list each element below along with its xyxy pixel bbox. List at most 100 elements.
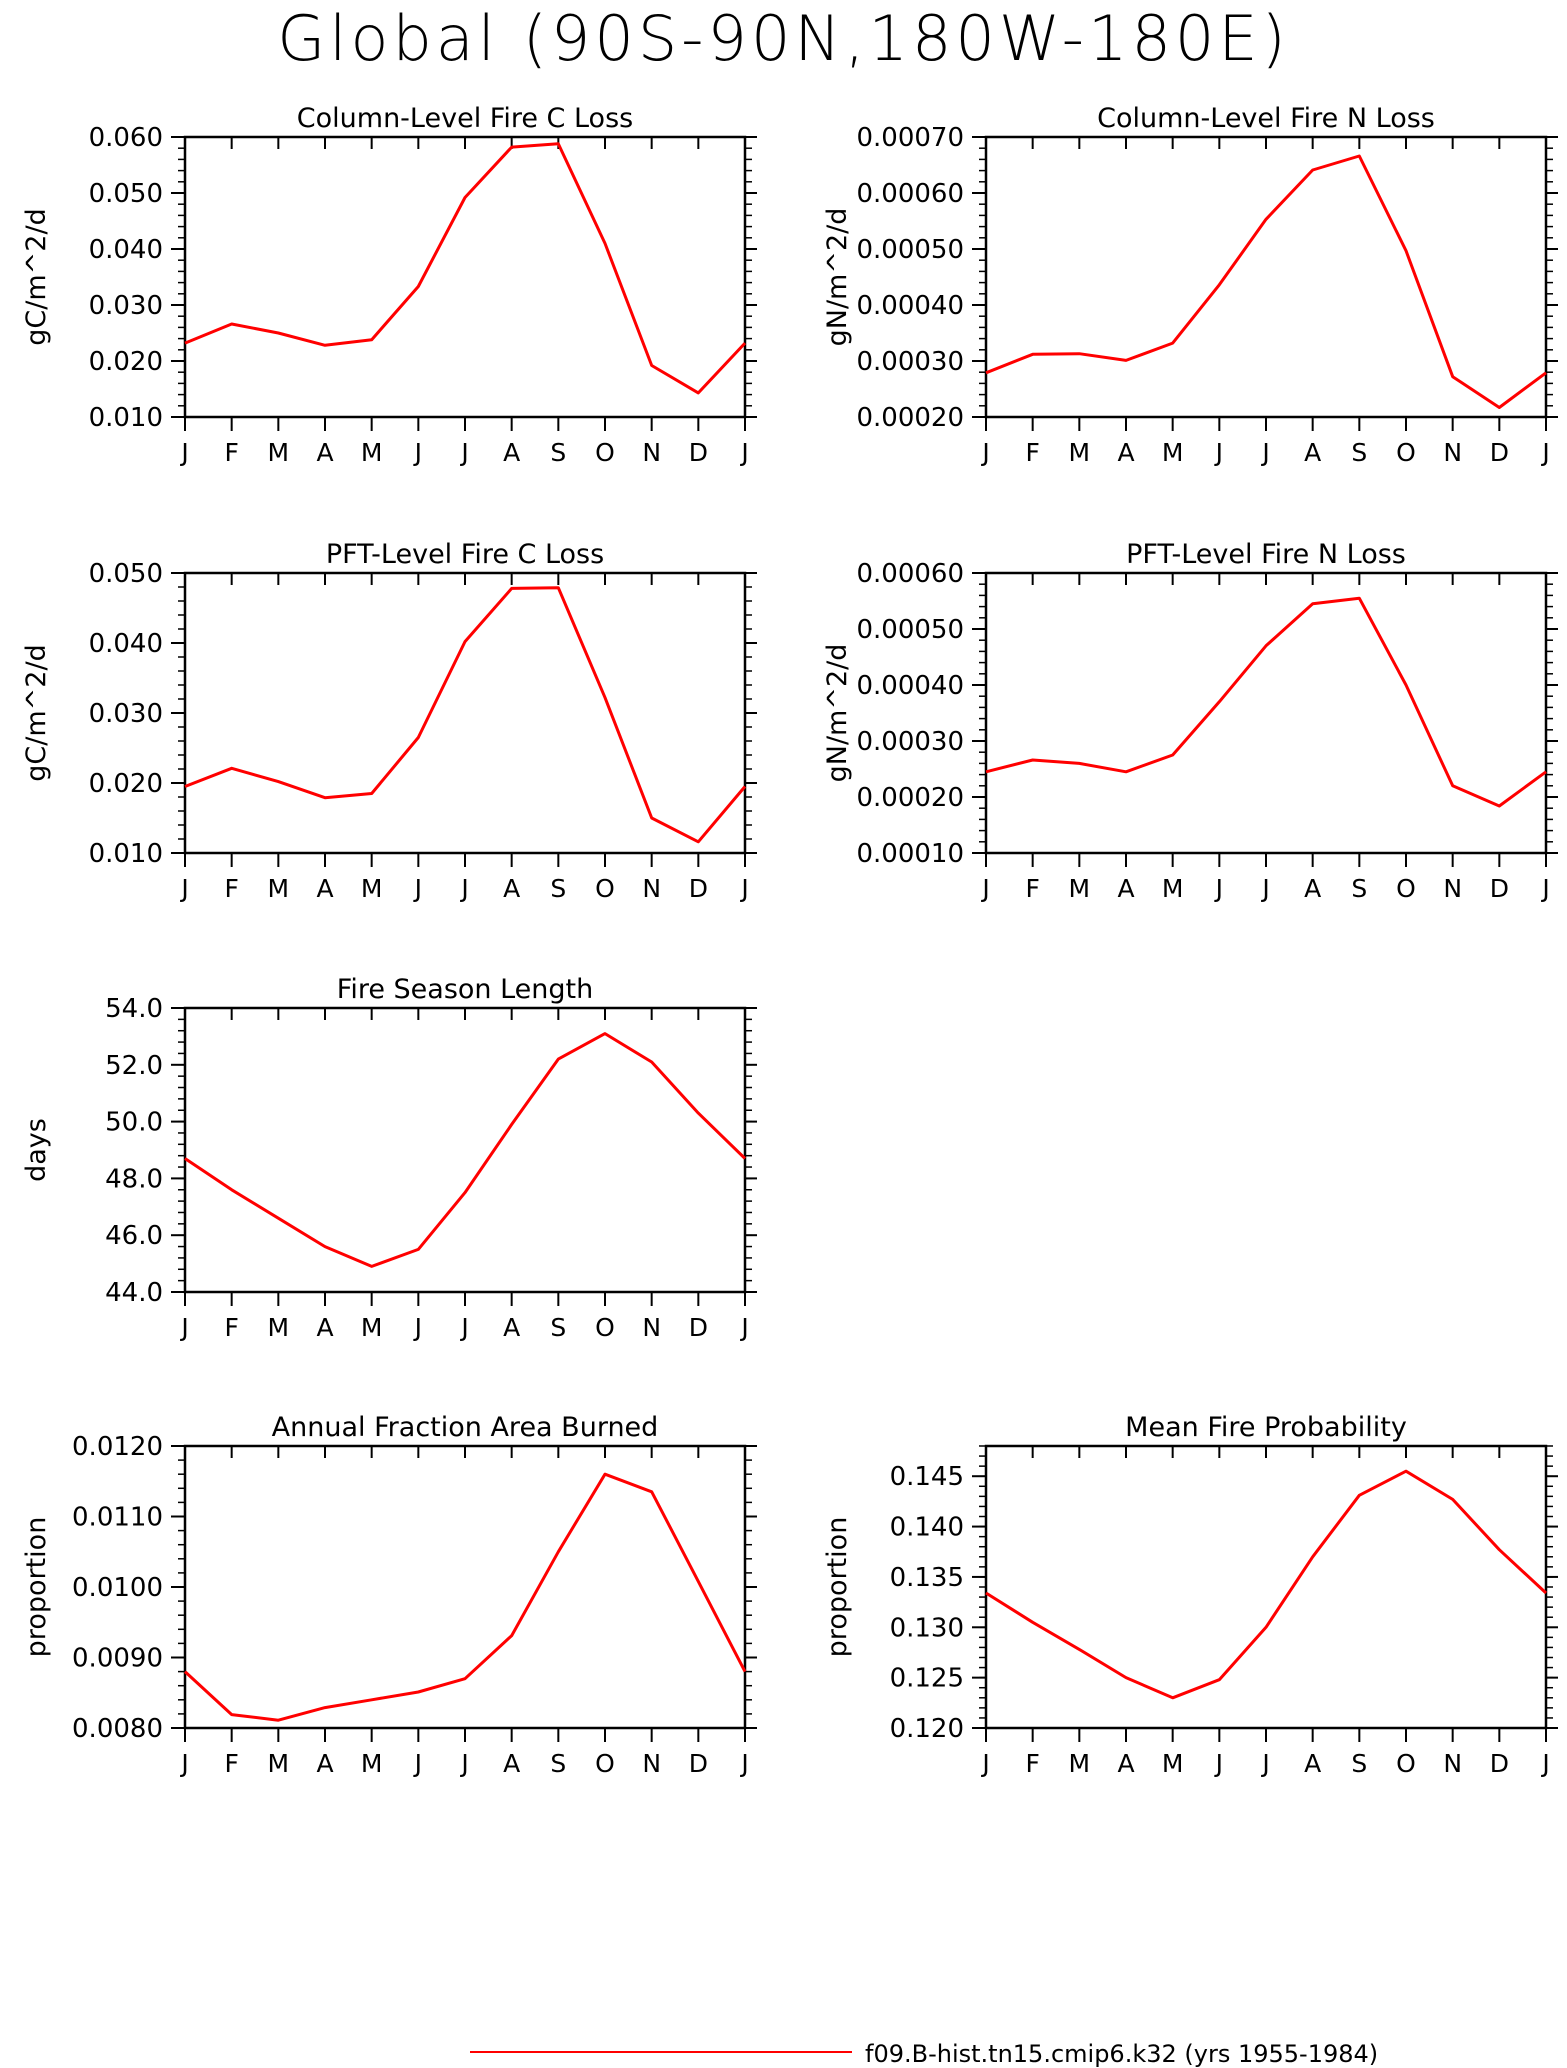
- x-tick-label: M: [361, 1313, 383, 1342]
- x-tick-label: J: [413, 1749, 422, 1778]
- x-tick-label: N: [1443, 874, 1462, 903]
- x-tick-label: F: [224, 1313, 238, 1342]
- legend: f09.B-hist.tn15.cmip6.k32 (yrs 1955-1984…: [470, 2040, 1470, 2068]
- y-tick-label: 0.00050: [856, 615, 964, 645]
- y-tick-label: 0.0090: [72, 1644, 163, 1674]
- x-tick-label: M: [361, 438, 383, 467]
- y-axis-label: gC/m^2/d: [21, 644, 52, 781]
- series-line: [985, 154, 1547, 409]
- y-tick-label: 0.00060: [856, 179, 964, 209]
- series-line: [184, 1032, 747, 1268]
- x-tick-label: M: [1069, 438, 1091, 467]
- y-tick-label: 0.030: [89, 291, 163, 321]
- x-tick-label: J: [459, 1313, 468, 1342]
- x-tick-label: D: [1490, 874, 1509, 903]
- y-tick-label: 0.00030: [856, 347, 964, 377]
- y-tick-label: 46.0: [105, 1221, 163, 1251]
- plot-frame: [984, 135, 1548, 419]
- y-tick-label: 52.0: [105, 1051, 163, 1081]
- panel-title: Column-Level Fire C Loss: [297, 103, 633, 134]
- y-tick-label: 0.140: [890, 1513, 964, 1543]
- x-tick-label: J: [1214, 874, 1223, 903]
- x-tick-label: J: [739, 1749, 748, 1778]
- x-tick-label: N: [642, 1313, 661, 1342]
- y-axis-label: gN/m^2/d: [822, 208, 853, 347]
- x-tick-label: M: [268, 1749, 290, 1778]
- page-title: Global (90S-90N,180W-180E): [277, 2, 1290, 75]
- x-tick-label: J: [413, 874, 422, 903]
- x-tick-label: J: [980, 438, 989, 467]
- panel-column-fire-c-loss: J F M A M J J A S O N D J0.0100.0200.0300.0400.0500.…: [21, 103, 757, 467]
- x-tick-label: J: [1540, 1749, 1549, 1778]
- x-tick-label: F: [1025, 874, 1039, 903]
- y-tick-label: 0.0120: [72, 1432, 163, 1462]
- x-tick-label: N: [1443, 1749, 1462, 1778]
- x-tick-label: J: [413, 1313, 422, 1342]
- y-tick-label: 0.0100: [72, 1573, 163, 1603]
- x-tick-label: S: [550, 1313, 566, 1342]
- x-tick-label: A: [316, 1749, 333, 1778]
- y-tick-label: 0.030: [89, 699, 163, 729]
- y-tick-label: 0.040: [89, 235, 163, 265]
- legend-label: f09.B-hist.tn15.cmip6.k32 (yrs 1955-1984…: [865, 2040, 1379, 2068]
- x-tick-label: M: [268, 438, 290, 467]
- x-tick-label: A: [1117, 438, 1134, 467]
- x-tick-label: F: [224, 438, 238, 467]
- y-tick-label: 0.00050: [856, 235, 964, 265]
- y-tick-label: 54.0: [105, 994, 163, 1024]
- plot-frame: [183, 571, 747, 855]
- y-tick-label: 0.145: [890, 1462, 964, 1492]
- y-tick-label: 0.00010: [856, 839, 964, 869]
- x-tick-label: A: [1304, 438, 1321, 467]
- x-tick-label: D: [689, 438, 708, 467]
- y-axis-label: proportion: [21, 1517, 52, 1658]
- x-tick-label: J: [739, 1313, 748, 1342]
- y-tick-label: 50.0: [105, 1108, 163, 1138]
- x-tick-label: O: [1396, 438, 1416, 467]
- x-tick-label: O: [1396, 874, 1416, 903]
- x-tick-label: J: [1260, 1749, 1269, 1778]
- x-tick-label: A: [1117, 1749, 1134, 1778]
- x-tick-label: J: [1260, 874, 1269, 903]
- x-tick-label: A: [316, 874, 333, 903]
- y-tick-label: 0.00020: [856, 403, 964, 433]
- series-line: [183, 1472, 747, 1722]
- plot-frame: [984, 571, 1548, 855]
- x-tick-label: O: [1396, 1749, 1416, 1778]
- x-tick-label: A: [503, 1313, 520, 1342]
- y-tick-label: 0.00060: [856, 559, 964, 589]
- panel-pft-fire-n-loss: J F M A M J J A S O N D J0.000100.000200.000300.0004…: [822, 539, 1558, 903]
- plot-frame: [183, 135, 747, 419]
- x-tick-label: D: [1490, 438, 1509, 467]
- y-tick-label: 0.0110: [72, 1503, 163, 1533]
- x-tick-label: J: [739, 438, 748, 467]
- x-tick-label: A: [503, 874, 520, 903]
- x-tick-label: J: [1260, 438, 1269, 467]
- x-tick-label: O: [595, 1749, 615, 1778]
- panel-title: PFT-Level Fire N Loss: [1126, 539, 1406, 570]
- x-tick-label: J: [739, 874, 748, 903]
- y-tick-label: 0.010: [89, 403, 163, 433]
- x-tick-label: A: [503, 1749, 520, 1778]
- x-tick-label: J: [980, 1749, 989, 1778]
- x-tick-label: M: [1162, 438, 1184, 467]
- x-tick-label: J: [413, 438, 422, 467]
- y-tick-label: 48.0: [105, 1164, 163, 1194]
- series-line: [184, 142, 747, 395]
- x-tick-label: D: [1490, 1749, 1509, 1778]
- x-tick-label: S: [1351, 438, 1367, 467]
- x-tick-label: M: [1069, 874, 1091, 903]
- plot-frame: [183, 1444, 747, 1730]
- x-tick-label: J: [459, 874, 468, 903]
- y-tick-label: 0.135: [890, 1563, 964, 1593]
- x-tick-label: F: [224, 874, 238, 903]
- y-tick-label: 0.00040: [856, 671, 964, 701]
- x-tick-label: M: [361, 874, 383, 903]
- x-tick-label: M: [1162, 1749, 1184, 1778]
- y-tick-label: 0.020: [89, 347, 163, 377]
- y-tick-label: 0.060: [89, 123, 163, 153]
- x-tick-label: O: [595, 438, 615, 467]
- plot-frame: [984, 1444, 1548, 1730]
- x-tick-label: M: [268, 1313, 290, 1342]
